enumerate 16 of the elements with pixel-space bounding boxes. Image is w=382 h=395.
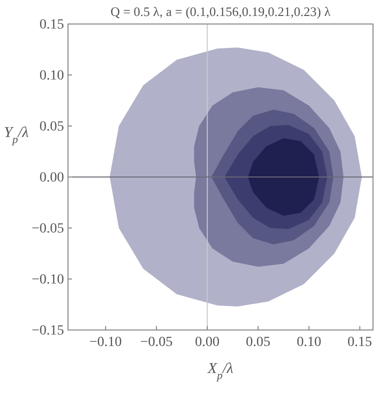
y-tick-label: −0.05 [32,221,64,236]
x-tick-label: 0.15 [348,334,372,350]
y-tick-label: 0.15 [40,17,64,32]
y-tick-label: 0.10 [40,68,64,84]
chart-title: Q = 0.5 λ, a = (0.1,0.156,0.19,0.21,0.23) λ [110,4,332,19]
x-tick-label: −0.10 [89,334,122,350]
x-tick-label: 0.10 [296,334,322,350]
x-axis-title: X$_{p}$/λ [206,361,234,382]
y-axis-title: Y$_{p}$/λ [4,125,30,146]
x-tick-label: 0.05 [246,334,270,350]
x-tick-label: −0.05 [140,334,173,350]
x-tick-label: 0.00 [195,334,220,350]
y-tick-label: 0.00 [40,170,64,186]
y-tick-label: −0.15 [32,323,64,338]
y-tick-label: −0.10 [32,272,64,288]
y-tick-label: 0.05 [40,119,64,134]
